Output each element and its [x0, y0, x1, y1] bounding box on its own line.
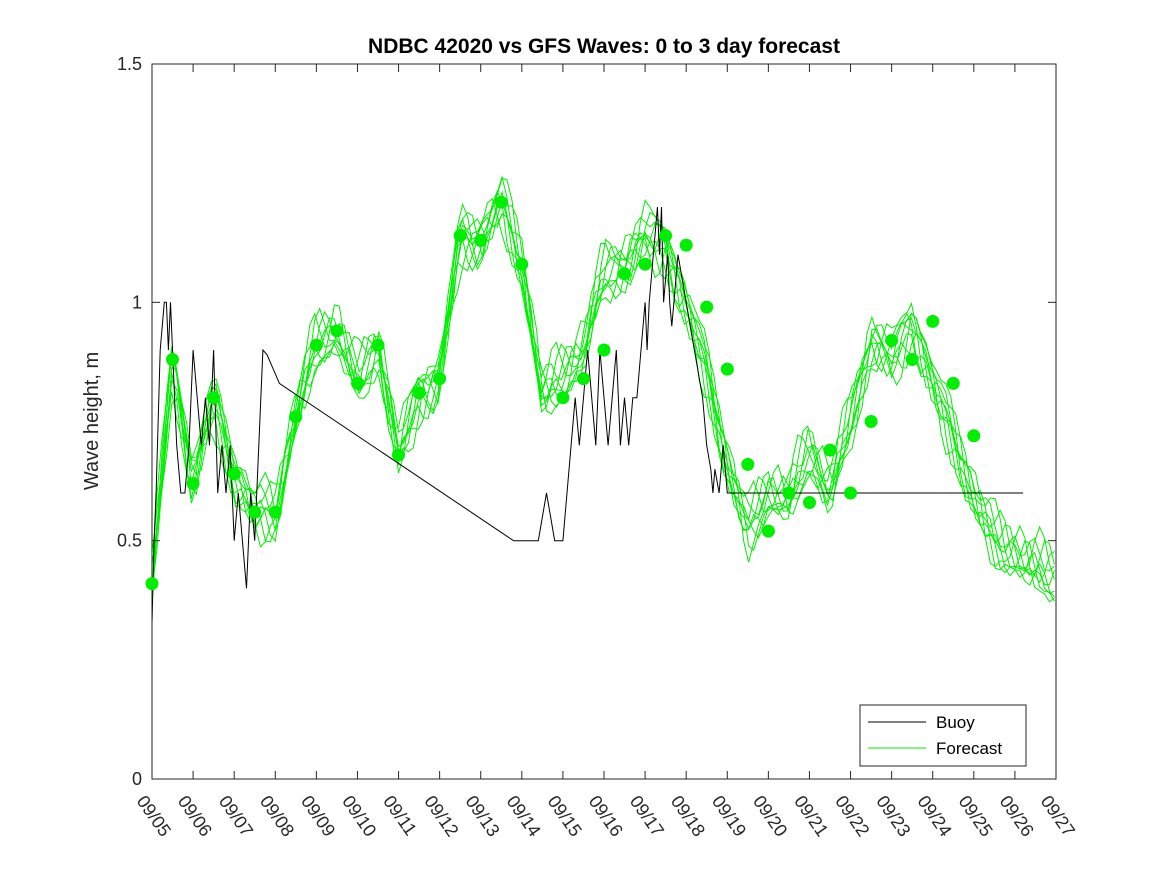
forecast-points-group [145, 195, 981, 591]
forecast-point [330, 324, 344, 338]
forecast-point [474, 233, 488, 247]
forecast-point [844, 486, 857, 500]
forecast-point [556, 391, 570, 405]
forecast-point [597, 343, 611, 357]
forecast-point [885, 334, 899, 347]
forecast-point [227, 467, 241, 481]
forecast-line-1 [152, 213, 1055, 598]
forecast-point [946, 376, 960, 390]
y-tick-label: 0 [132, 769, 142, 789]
forecast-point [761, 524, 775, 538]
forecast-point [741, 457, 755, 471]
forecast-point [371, 338, 385, 352]
forecast-point [659, 229, 673, 243]
forecast-point [268, 505, 282, 519]
y-axis-label: Wave height, m [81, 352, 103, 490]
forecast-point [453, 229, 467, 243]
legend-box [859, 704, 1027, 767]
forecast-point [433, 372, 447, 386]
forecast-point [967, 429, 981, 443]
forecast-point [248, 505, 262, 519]
forecast-point [515, 257, 529, 271]
y-tick-label: 1 [132, 292, 142, 312]
forecast-point [207, 391, 221, 405]
plot-area [151, 63, 1057, 780]
forecast-point [679, 238, 693, 252]
forecast-point [864, 415, 878, 428]
forecast-point [926, 314, 940, 328]
forecast-line-5 [152, 212, 1055, 586]
legend-buoy-label: Buoy [936, 713, 975, 732]
forecast-point [392, 448, 405, 462]
forecast-line-2 [152, 190, 1055, 594]
forecast-line-9 [152, 175, 1055, 572]
forecast-point [700, 300, 714, 314]
forecast-point [166, 353, 179, 366]
y-tick-label: 0.5 [117, 531, 142, 551]
forecast-point [186, 477, 200, 490]
forecast-point [145, 577, 159, 591]
forecast-point [289, 410, 303, 424]
forecast-point [905, 353, 919, 366]
forecast-point [577, 372, 590, 386]
forecast-point [782, 486, 796, 500]
forecast-point [309, 338, 323, 352]
forecast-point [494, 195, 508, 209]
forecast-line-4 [152, 197, 1055, 603]
forecast-point [351, 376, 364, 390]
forecast-point [720, 362, 734, 376]
forecast-point [638, 257, 652, 271]
forecast-series-group [152, 175, 1055, 604]
legend: Buoy Forecast [859, 704, 1027, 767]
forecast-point [412, 386, 426, 400]
forecast-line-8 [152, 177, 1055, 580]
forecast-point [823, 443, 837, 457]
forecast-point [803, 496, 816, 509]
forecast-point [618, 267, 631, 281]
legend-forecast-label: Forecast [936, 739, 1002, 758]
y-tick-label: 1.5 [117, 54, 142, 74]
chart-title: NDBC 42020 vs GFS Waves: 0 to 3 day fore… [368, 35, 840, 58]
forecast-line-7 [152, 196, 1055, 604]
